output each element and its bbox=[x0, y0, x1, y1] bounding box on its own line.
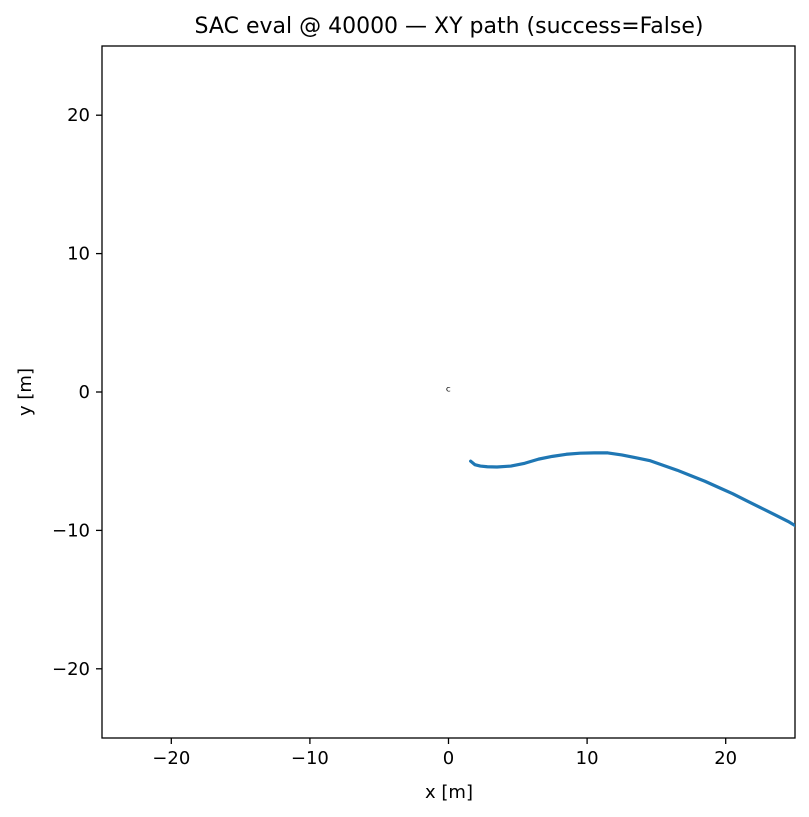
x-tick-label: −20 bbox=[152, 748, 190, 769]
start-marker: ᶜ bbox=[446, 384, 451, 400]
y-axis: −20 −10 0 10 20 bbox=[52, 105, 102, 680]
y-tick-label: 20 bbox=[67, 105, 90, 126]
series-line bbox=[469, 451, 795, 528]
x-axis: −20 −10 0 10 20 bbox=[152, 738, 737, 769]
chart-title: SAC eval @ 40000 — XY path (success=Fals… bbox=[195, 14, 704, 39]
data-layer: ᶜ bbox=[446, 384, 795, 528]
plot-frame bbox=[101, 45, 796, 739]
y-tick-label: 10 bbox=[67, 244, 90, 265]
x-tick-label: −10 bbox=[291, 748, 329, 769]
x-tick-label: 0 bbox=[443, 748, 454, 769]
plot-area: ᶜ bbox=[101, 45, 796, 739]
x-tick-label: 20 bbox=[714, 748, 737, 769]
x-tick-label: 10 bbox=[576, 748, 599, 769]
x-axis-label: x [m] bbox=[425, 782, 473, 803]
y-tick-label: 0 bbox=[79, 382, 90, 403]
y-axis-label: y [m] bbox=[15, 368, 36, 416]
y-tick-label: −20 bbox=[52, 659, 90, 680]
y-tick-label: −10 bbox=[52, 520, 90, 541]
